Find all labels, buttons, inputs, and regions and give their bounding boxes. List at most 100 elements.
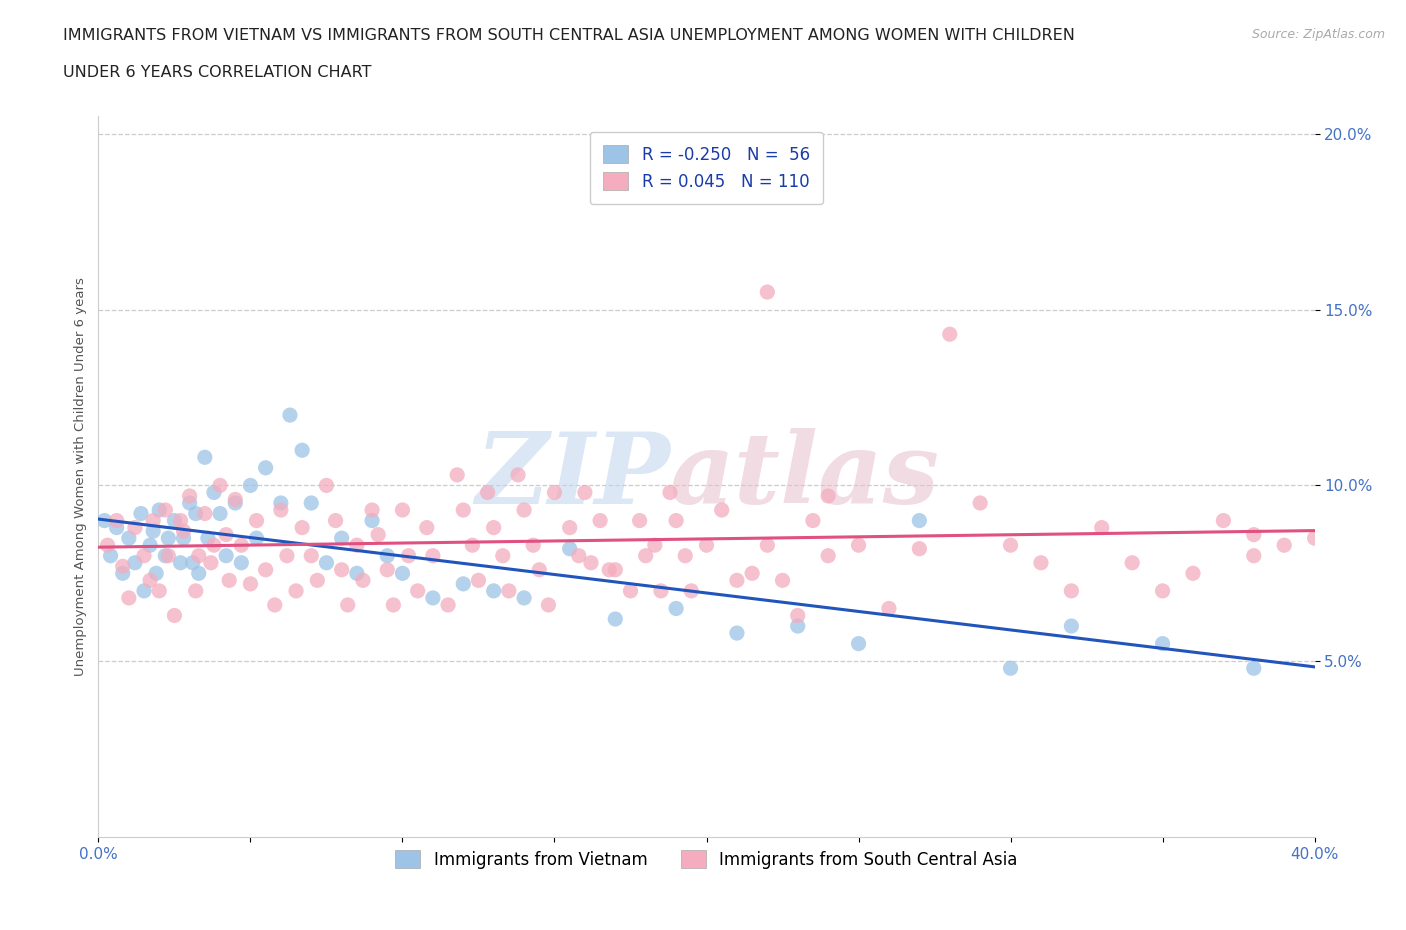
Point [482,520,505,535]
Point [270,502,292,517]
Point [157,549,180,564]
Point [181,555,204,570]
Point [155,549,177,564]
Point [482,583,505,598]
Point [492,549,515,564]
Point [184,506,207,521]
Point [367,527,389,542]
Text: Source: ZipAtlas.com: Source: ZipAtlas.com [1251,28,1385,41]
Point [209,506,232,521]
Point [710,502,733,517]
Point [194,506,217,521]
Point [756,285,779,299]
Point [1152,636,1174,651]
Point [173,524,195,538]
Point [725,573,748,588]
Point [285,583,308,598]
Point [574,485,596,500]
Point [406,583,429,598]
Point [1243,527,1265,542]
Point [391,565,413,580]
Point [1060,583,1083,598]
Point [200,555,222,570]
Point [132,549,155,564]
Point [245,531,267,546]
Point [173,531,195,546]
Point [231,555,253,570]
Point [307,573,329,588]
Point [209,478,232,493]
Point [391,502,413,517]
Point [169,513,191,528]
Point [315,555,337,570]
Point [725,626,748,641]
Point [224,492,246,507]
Point [299,496,322,511]
Point [817,549,839,564]
Point [589,513,612,528]
Point [522,538,544,552]
Point [197,531,219,546]
Point [453,577,475,591]
Point [801,513,824,528]
Point [346,538,368,552]
Point [315,478,337,493]
Point [299,549,322,564]
Point [969,496,991,511]
Point [422,549,444,564]
Point [461,538,484,552]
Point [1243,661,1265,676]
Point [696,538,718,552]
Point [681,583,703,598]
Point [665,513,688,528]
Point [254,460,277,475]
Point [756,538,779,552]
Point [148,583,170,598]
Point [142,513,165,528]
Point [139,573,162,588]
Point [111,559,134,574]
Point [1000,661,1022,676]
Point [786,608,808,623]
Point [1212,513,1234,528]
Point [416,520,439,535]
Point [148,502,170,517]
Point [100,549,122,564]
Point [382,597,405,612]
Point [124,520,146,535]
Point [291,443,314,458]
Point [848,636,870,651]
Point [270,496,292,511]
Point [155,502,177,517]
Point [239,577,262,591]
Point [361,502,384,517]
Point [124,555,146,570]
Point [848,538,870,552]
Point [513,502,536,517]
Point [568,549,591,564]
Point [477,485,499,500]
Point [1182,565,1205,580]
Point [129,506,152,521]
Point [215,549,238,564]
Point [422,591,444,605]
Point [634,549,657,564]
Point [772,573,794,588]
Point [202,485,225,500]
Y-axis label: Unemployment Among Women with Children Under 6 years: Unemployment Among Women with Children U… [75,277,87,676]
Point [239,478,262,493]
Point [1152,583,1174,598]
Point [111,565,134,580]
Point [939,326,962,341]
Point [361,513,384,528]
Point [352,573,374,588]
Point [375,563,398,578]
Point [1272,538,1295,552]
Point [139,538,162,552]
Point [579,555,602,570]
Point [254,563,277,578]
Point [665,601,688,616]
Point [184,583,207,598]
Point [877,601,900,616]
Point [446,468,468,483]
